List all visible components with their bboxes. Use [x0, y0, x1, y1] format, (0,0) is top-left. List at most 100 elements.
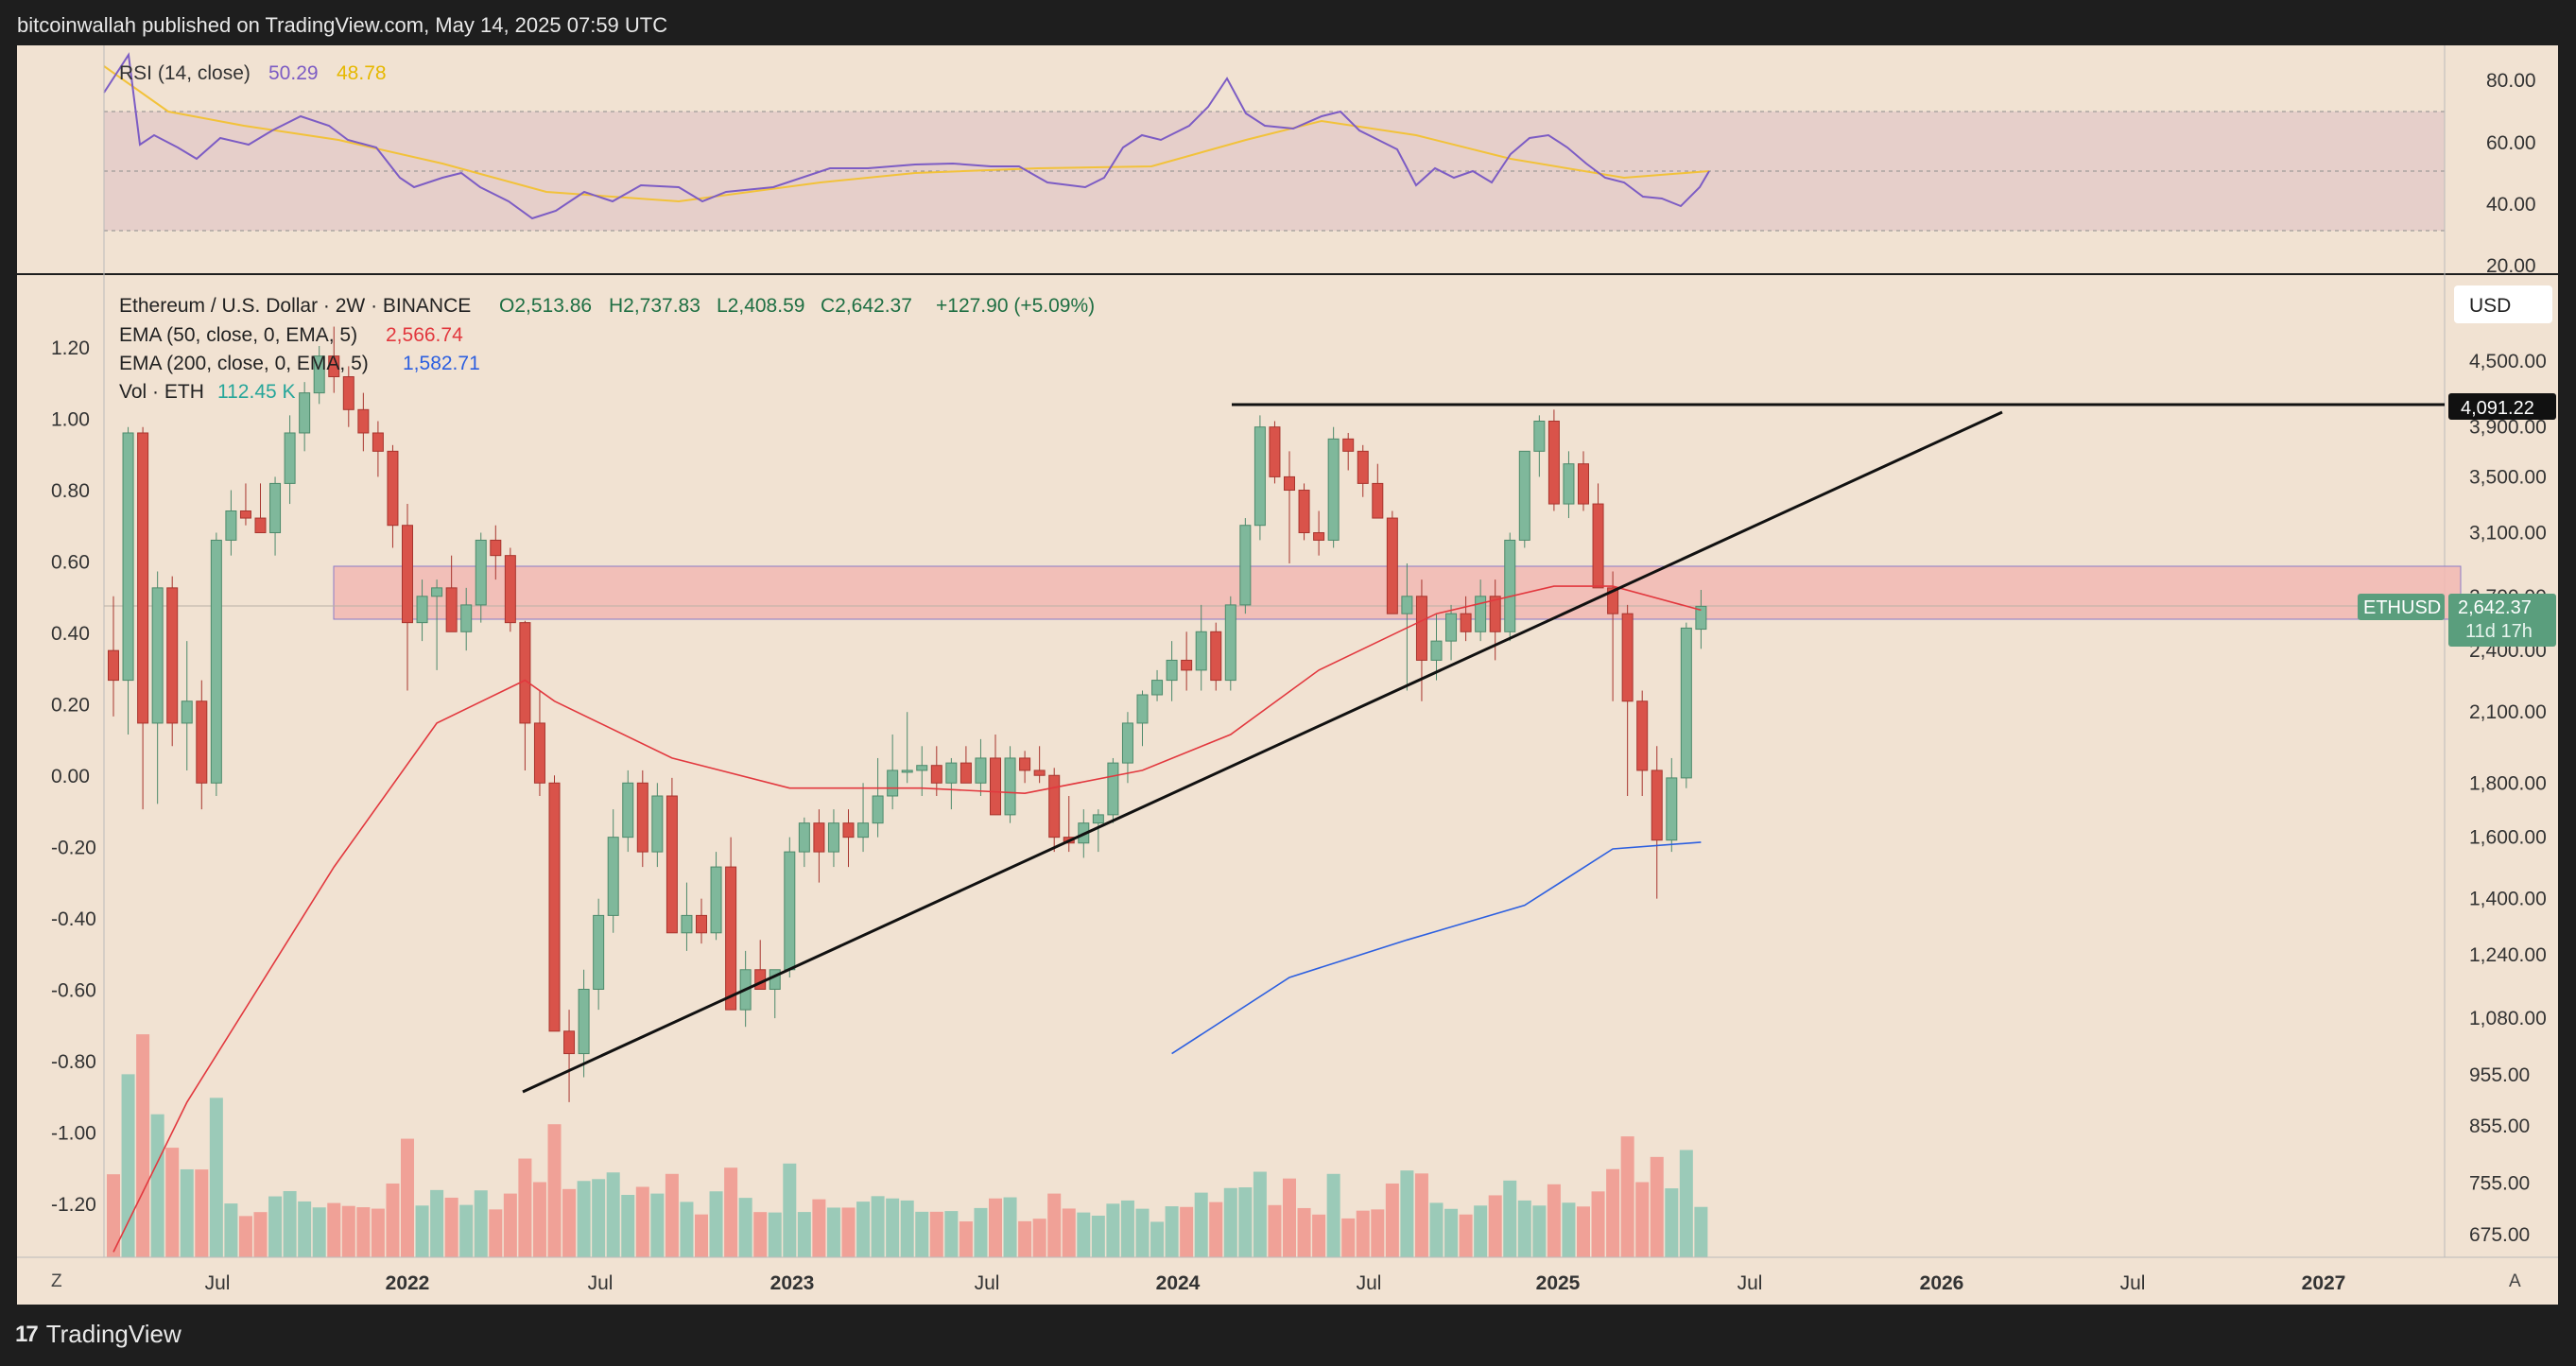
candle-body — [681, 914, 693, 934]
candle-body — [1269, 426, 1281, 477]
candle-body — [284, 432, 296, 484]
volume-bar — [1297, 1207, 1311, 1257]
rsi-pane: 80.00 60.00 40.00 20.00 RSI (14, close) … — [103, 52, 2536, 277]
candle-body — [416, 596, 428, 624]
volume-bar — [386, 1183, 400, 1257]
volume-bar — [1238, 1187, 1253, 1257]
left-axis-tick: -0.80 — [51, 1051, 96, 1073]
right-axis-tick: 1,400.00 — [2469, 889, 2547, 910]
right-axis-tick: 675.00 — [2469, 1224, 2530, 1246]
ema50-label: EMA (50, close, 0, EMA, 5) — [119, 324, 357, 346]
a-button-label: A — [2509, 1271, 2521, 1291]
rsi-band-fill — [104, 112, 2445, 231]
volume-bar — [195, 1169, 209, 1257]
candle-body — [1048, 774, 1061, 839]
candle-body — [1151, 680, 1164, 696]
volume-bar — [136, 1034, 150, 1257]
left-axis-tick: -0.40 — [51, 908, 96, 930]
legend-high: H2,737.83 — [609, 295, 700, 317]
candle-body — [1313, 532, 1325, 541]
candle-body — [1578, 463, 1589, 505]
usd-button[interactable] — [2454, 285, 2552, 323]
candle-body — [666, 795, 678, 934]
candle-body — [1386, 517, 1398, 614]
volume-bar — [1606, 1168, 1620, 1257]
rsi-ma-line — [103, 65, 1710, 203]
right-axis-tick: 3,900.00 — [2469, 417, 2547, 439]
volume-bar — [1018, 1220, 1032, 1257]
chart-svg[interactable]: 80.00 60.00 40.00 20.00 RSI (14, close) … — [17, 45, 2558, 1305]
right-axis-tick: 2,100.00 — [2469, 701, 2547, 723]
volume-bar — [1679, 1150, 1693, 1257]
volume-bar — [959, 1221, 973, 1257]
candle-body — [1284, 476, 1295, 492]
candle-body — [1607, 587, 1619, 614]
publish-info: bitcoinwallah published on TradingView.c… — [17, 13, 668, 37]
volume-bar — [1591, 1191, 1605, 1257]
candle-body — [151, 587, 164, 724]
last-price-label: 2,642.37 — [2458, 597, 2532, 618]
candle-body — [1298, 490, 1310, 534]
candle-body — [916, 765, 928, 771]
candle-body — [342, 376, 354, 410]
candle-body — [1475, 596, 1487, 632]
candle-body — [593, 914, 605, 990]
countdown-label: 11d 17h — [2465, 621, 2533, 642]
volume-bar — [1517, 1200, 1531, 1257]
volume-bar — [312, 1207, 326, 1257]
top-bar: bitcoinwallah published on TradingView.c… — [0, 0, 2576, 45]
candle-body — [578, 988, 590, 1055]
candle-body — [137, 432, 149, 724]
left-axis-tick: 0.60 — [51, 552, 90, 574]
tradingview-brand[interactable]: 17 TradingView — [15, 1320, 182, 1349]
candle-body — [784, 851, 796, 971]
volume-bar — [356, 1207, 371, 1257]
volume-bar — [1003, 1197, 1017, 1257]
chart-frame[interactable]: 80.00 60.00 40.00 20.00 RSI (14, close) … — [17, 45, 2558, 1305]
candle-body — [636, 782, 648, 853]
time-axis-label: Jul — [1738, 1272, 1763, 1294]
candle-body — [490, 539, 502, 557]
volume-bar — [1503, 1180, 1517, 1257]
candle-body — [1651, 769, 1663, 841]
bottom-bar: 17 TradingView — [0, 1305, 2576, 1366]
candle-body — [607, 837, 619, 916]
volume-bar — [107, 1174, 120, 1257]
volume-bar — [841, 1207, 856, 1257]
volume-bar — [1444, 1208, 1459, 1257]
candle-body — [1121, 722, 1133, 764]
volume-bar — [1120, 1200, 1134, 1257]
volume-bar — [621, 1194, 635, 1257]
volume-bar — [430, 1189, 444, 1257]
candle-body — [196, 700, 208, 784]
candle-body — [299, 392, 311, 434]
candle-body — [725, 866, 737, 1011]
volume-bar — [562, 1188, 577, 1257]
volume-bar — [1194, 1192, 1208, 1257]
volume-bar — [1312, 1214, 1326, 1257]
volume-bar — [165, 1148, 180, 1257]
time-axis-label: 2025 — [1536, 1272, 1581, 1294]
legend-title: Ethereum / U.S. Dollar · 2W · BINANCE — [119, 295, 471, 317]
volume-bar — [1209, 1202, 1223, 1257]
time-axis-label: 2024 — [1156, 1272, 1201, 1294]
rsi-label: RSI (14, close) — [119, 62, 251, 84]
left-axis-tick: 0.00 — [51, 766, 90, 787]
volume-bar — [1356, 1210, 1370, 1257]
candle-body — [945, 762, 958, 784]
candle-body — [1239, 525, 1252, 606]
ema200-label: EMA (200, close, 0, EMA, 5) — [119, 353, 369, 374]
candle-body — [122, 432, 134, 682]
candle-body — [1563, 463, 1575, 505]
volume-bar — [121, 1074, 135, 1257]
volume-bar — [1326, 1173, 1340, 1257]
volume-bar — [444, 1197, 458, 1257]
volume-bar — [1283, 1178, 1296, 1257]
vol-label: Vol · ETH — [119, 381, 204, 403]
left-axis-tick: 0.40 — [51, 623, 90, 645]
candle-body — [387, 450, 399, 527]
candle-body — [1092, 814, 1104, 824]
left-axis-tick: -0.60 — [51, 980, 96, 1002]
volume-bar — [768, 1212, 782, 1257]
volume-bar — [856, 1202, 871, 1257]
